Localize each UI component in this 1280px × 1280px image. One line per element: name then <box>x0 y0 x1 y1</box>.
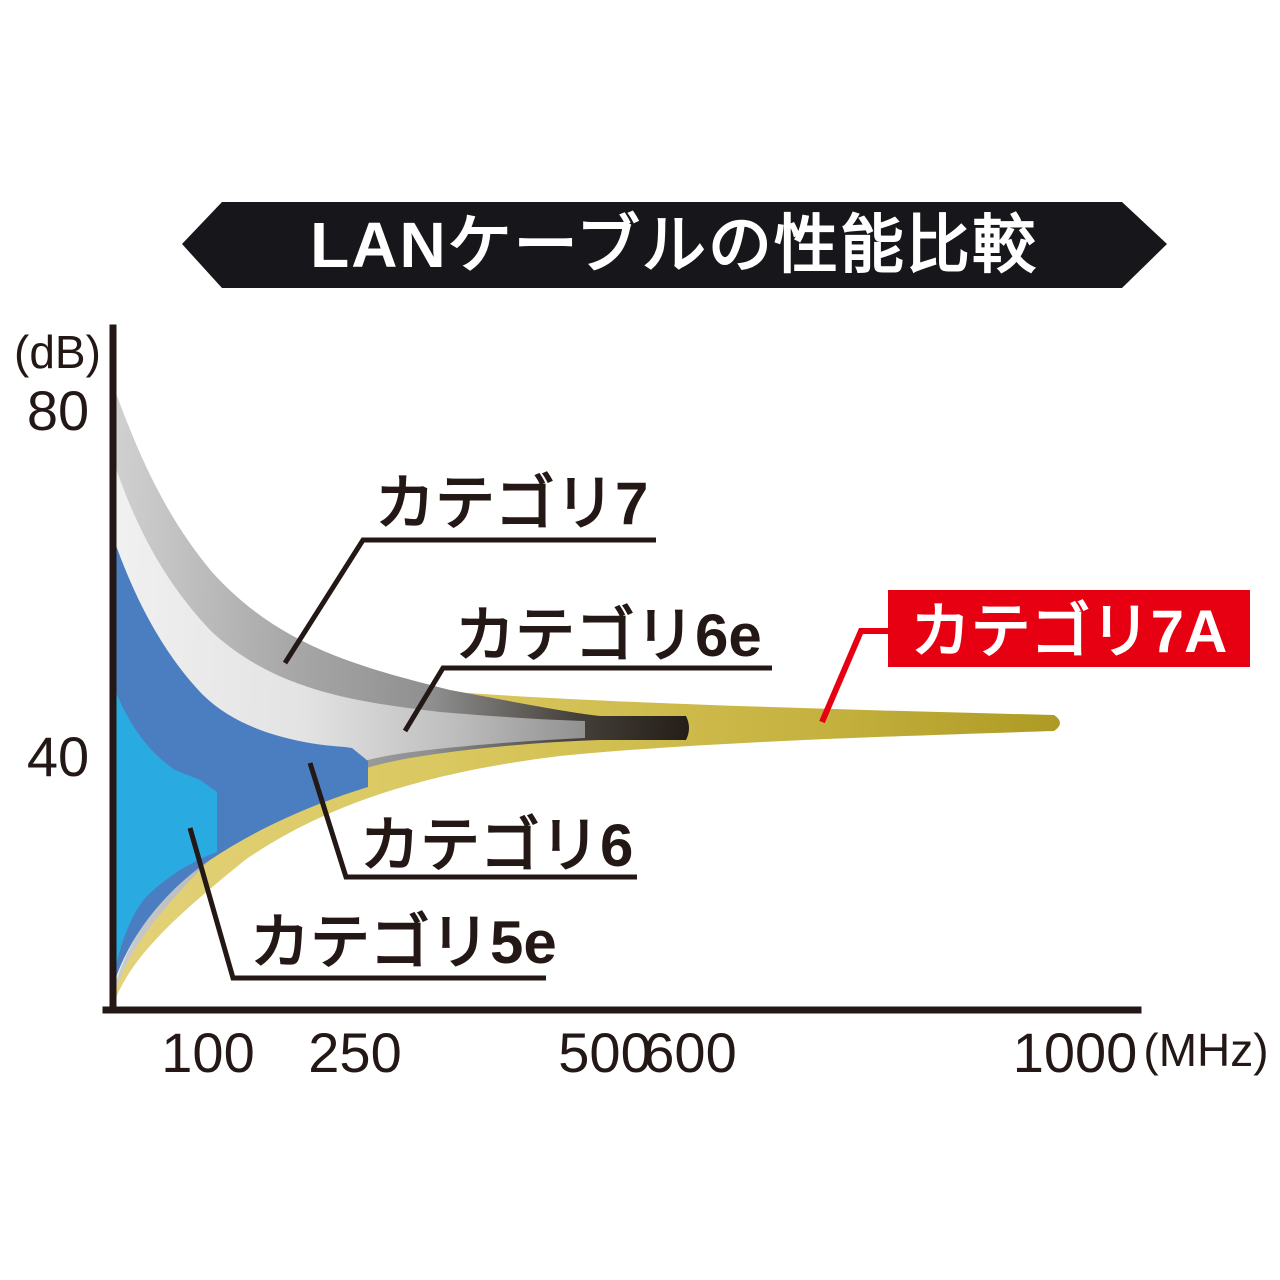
label-category6e: カテゴリ6e <box>455 602 762 669</box>
y-tick-40: 40 <box>27 725 89 788</box>
leader-category6 <box>307 762 637 880</box>
page-title: LANケーブルの性能比較 <box>310 209 1038 281</box>
leader-category5e <box>187 827 546 981</box>
y-tick-80: 80 <box>27 379 89 442</box>
area-category5e <box>113 685 217 975</box>
x-tick-100: 100 <box>161 1021 254 1084</box>
leader-category6e <box>402 665 772 733</box>
x-axis-unit-label: (MHz) <box>1143 1024 1268 1076</box>
label-category7: カテゴリ7 <box>375 470 648 537</box>
x-tick-1000: 1000 <box>1013 1021 1138 1084</box>
y-axis-unit-label: (dB) <box>14 326 101 378</box>
area-category7 <box>113 385 689 995</box>
leader-category7a <box>819 628 888 724</box>
x-tick-500: 500 <box>558 1021 651 1084</box>
area-category7a <box>113 405 1060 1003</box>
x-tick-250: 250 <box>308 1021 401 1084</box>
leader-category7 <box>282 537 656 665</box>
label-category7a: カテゴリ7A <box>911 598 1228 665</box>
area-category6e <box>113 460 585 988</box>
label-category5e: カテゴリ5e <box>250 909 557 976</box>
label-category6: カテゴリ6 <box>360 812 633 879</box>
highlight-box-category7a <box>888 590 1250 667</box>
x-tick-600: 600 <box>643 1021 736 1084</box>
title-banner <box>182 202 1167 288</box>
